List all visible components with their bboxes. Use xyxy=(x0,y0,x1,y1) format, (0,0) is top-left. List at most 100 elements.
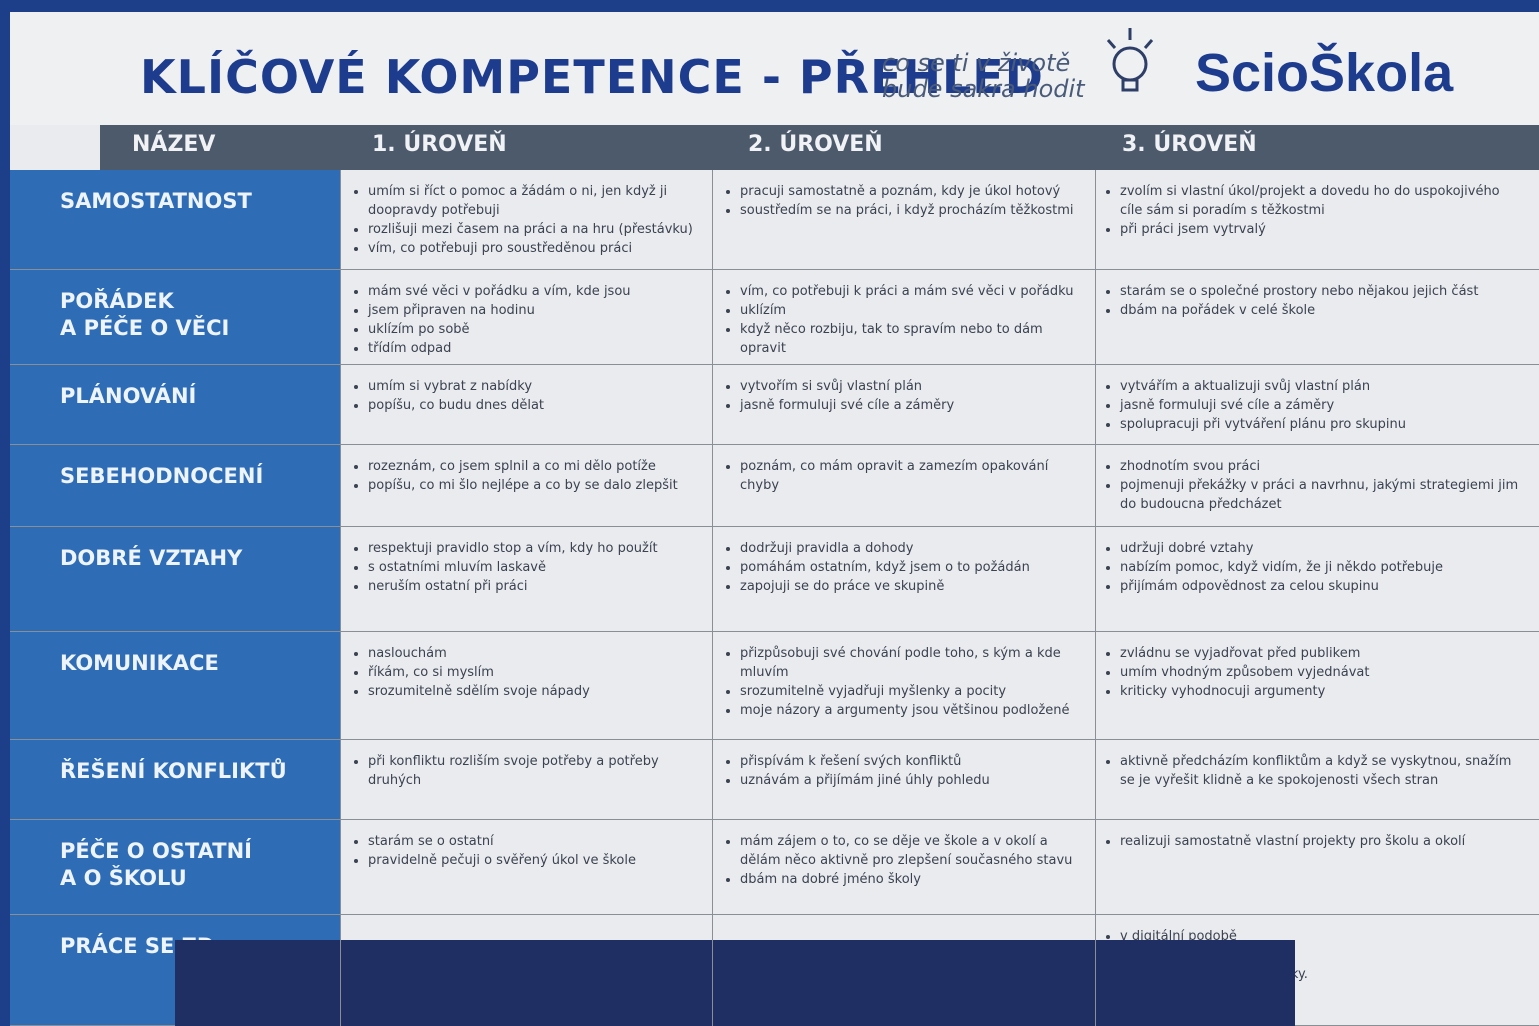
table-row: SAMOSTATNOST umím si říct o pomoc a žádám… xyxy=(10,170,1539,270)
bulb-icon xyxy=(1106,28,1154,92)
competence-name: SAMOSTATNOST xyxy=(60,188,330,215)
competence-name: DOBRÉ VZTAHY xyxy=(60,545,330,572)
item-list: umím si říct o pomoc a žádám o ni, jen k… xyxy=(350,182,710,258)
level-item: zapojuji se do práce ve skupině xyxy=(740,577,1082,596)
level-item: zhodnotím svou práci xyxy=(1120,457,1522,476)
level-item: pojmenuji překážky v práci a navrhnu, ja… xyxy=(1120,476,1522,514)
level-item: při práci jsem vytrvalý xyxy=(1120,220,1522,239)
level-item: mám zájem o to, co se děje ve škole a v … xyxy=(740,832,1082,870)
level-item: pracuji samostatně a poznám, kdy je úkol… xyxy=(740,182,1082,201)
name-line: PÉČE O OSTATNÍ xyxy=(60,839,252,863)
level-item: jsem připraven na hodinu xyxy=(368,301,710,320)
name-line: POŘÁDEK xyxy=(60,289,174,313)
item-list: respektuji pravidlo stop a vím, kdy ho p… xyxy=(350,539,710,596)
level-item: mám své věci v pořádku a vím, kde jsou xyxy=(368,282,710,301)
level-cell: starám se o ostatnípravidelně pečuji o s… xyxy=(350,832,710,870)
table-row: POŘÁDEK A PÉČE O VĚCI mám své věci v pořád… xyxy=(10,270,1539,365)
foreground-object xyxy=(175,940,1295,1026)
table-row: PLÁNOVÁNÍ umím si vybrat z nabídkypopíšu,… xyxy=(10,365,1539,445)
level-item: starám se o ostatní xyxy=(368,832,710,851)
level-item: dodržuji pravidla a dohody xyxy=(740,539,1082,558)
column-header: 1. ÚROVEŇ xyxy=(372,132,507,157)
tagline: co se ti v životě bude sakra hodit xyxy=(882,50,1085,102)
item-list: pracuji samostatně a poznám, kdy je úkol… xyxy=(722,182,1082,220)
item-list: poznám, co mám opravit a zamezím opaková… xyxy=(722,457,1082,495)
level-cell: naslouchámříkám, co si myslímsrozumiteln… xyxy=(350,644,710,701)
level-item: třídím odpad xyxy=(368,339,710,358)
level-item: moje názory a argumenty jsou většinou po… xyxy=(740,701,1082,720)
level-item: poznám, co mám opravit a zamezím opaková… xyxy=(740,457,1082,495)
name-line: A PÉČE O VĚCI xyxy=(60,316,230,340)
level-item: vím, co potřebuji pro soustředěnou práci xyxy=(368,239,710,258)
level-item: jasně formuluji své cíle a záměry xyxy=(740,396,1082,415)
level-item: realizuji samostatně vlastní projekty pr… xyxy=(1120,832,1522,851)
item-list: vytvořím si svůj vlastní plánjasně formu… xyxy=(722,377,1082,415)
level-cell: starám se o společné prostory nebo nějak… xyxy=(1102,282,1522,320)
level-item: pravidelně pečuji o svěřený úkol ve škol… xyxy=(368,851,710,870)
level-item: dbám na dobré jméno školy xyxy=(740,870,1082,889)
level-item: přijímám odpovědnost za celou skupinu xyxy=(1120,577,1522,596)
level-cell: přizpůsobuji své chování podle toho, s k… xyxy=(722,644,1082,720)
column-divider xyxy=(1095,170,1096,1026)
level-cell: pracuji samostatně a poznám, kdy je úkol… xyxy=(722,182,1082,220)
level-item: přispívám k řešení svých konfliktů xyxy=(740,752,1082,771)
level-item: uklízím xyxy=(740,301,1082,320)
level-cell: mám zájem o to, co se děje ve škole a v … xyxy=(722,832,1082,889)
level-item: respektuji pravidlo stop a vím, kdy ho p… xyxy=(368,539,710,558)
level-item: zvolím si vlastní úkol/projekt a dovedu … xyxy=(1120,182,1522,220)
level-item: při konfliktu rozliším svoje potřeby a p… xyxy=(368,752,710,790)
item-list: zhodnotím svou prácipojmenuji překážky v… xyxy=(1102,457,1522,514)
item-list: umím si vybrat z nabídkypopíšu, co budu … xyxy=(350,377,710,415)
level-item: udržuji dobré vztahy xyxy=(1120,539,1522,558)
level-cell: zvolím si vlastní úkol/projekt a dovedu … xyxy=(1102,182,1522,239)
level-item: uznávám a přijímám jiné úhly pohledu xyxy=(740,771,1082,790)
name-line: DOBRÉ VZTAHY xyxy=(60,546,243,570)
level-cell: udržuji dobré vztahynabízím pomoc, když … xyxy=(1102,539,1522,596)
level-item: pomáhám ostatním, když jsem o to požádán xyxy=(740,558,1082,577)
table-row: SEBEHODNOCENÍ rozeznám, co jsem splnil a … xyxy=(10,445,1539,527)
level-item: přizpůsobuji své chování podle toho, s k… xyxy=(740,644,1082,682)
name-line: A O ŠKOLU xyxy=(60,866,187,890)
column-header: 3. ÚROVEŇ xyxy=(1122,132,1257,157)
title: KLÍČOVÉ KOMPETENCE - PŘEHLED xyxy=(140,50,1044,104)
item-list: přizpůsobuji své chování podle toho, s k… xyxy=(722,644,1082,720)
name-line: SEBEHODNOCENÍ xyxy=(60,464,264,488)
level-item: když něco rozbiju, tak to spravím nebo t… xyxy=(740,320,1082,358)
column-header-bar xyxy=(100,125,1539,170)
level-item: dbám na pořádek v celé škole xyxy=(1120,301,1522,320)
level-cell: vytvořím si svůj vlastní plánjasně formu… xyxy=(722,377,1082,415)
item-list: mám zájem o to, co se děje ve škole a v … xyxy=(722,832,1082,889)
name-line: ŘEŠENÍ KONFLIKTŮ xyxy=(60,759,287,783)
table-row: ŘEŠENÍ KONFLIKTŮ při konfliktu rozliším s… xyxy=(10,740,1539,820)
level-item: srozumitelně vyjadřuji myšlenky a pocity xyxy=(740,682,1082,701)
tagline-line: bude sakra hodit xyxy=(882,75,1085,103)
name-line: PLÁNOVÁNÍ xyxy=(60,384,197,408)
item-list: naslouchámříkám, co si myslímsrozumiteln… xyxy=(350,644,710,701)
level-item: srozumitelně sdělím svoje nápady xyxy=(368,682,710,701)
competence-name: SEBEHODNOCENÍ xyxy=(60,463,330,490)
level-cell: mám své věci v pořádku a vím, kde jsoujs… xyxy=(350,282,710,358)
level-cell: poznám, co mám opravit a zamezím opaková… xyxy=(722,457,1082,495)
level-item: vytvořím si svůj vlastní plán xyxy=(740,377,1082,396)
item-list: vím, co potřebuji k práci a mám své věci… xyxy=(722,282,1082,358)
level-item: uklízím po sobě xyxy=(368,320,710,339)
column-divider xyxy=(340,170,341,1026)
level-item: rozeznám, co jsem splnil a co mi dělo po… xyxy=(368,457,710,476)
item-list: mám své věci v pořádku a vím, kde jsoujs… xyxy=(350,282,710,358)
level-item: neruším ostatní při práci xyxy=(368,577,710,596)
level-cell: zvládnu se vyjadřovat před publikemumím … xyxy=(1102,644,1522,701)
table-row: KOMUNIKACEnaslouchámříkám, co si myslíms… xyxy=(10,632,1539,740)
level-cell: vytvářím a aktualizuji svůj vlastní plán… xyxy=(1102,377,1522,434)
level-item: rozlišuji mezi časem na práci a na hru (… xyxy=(368,220,710,239)
column-header: 2. ÚROVEŇ xyxy=(748,132,883,157)
level-cell: rozeznám, co jsem splnil a co mi dělo po… xyxy=(350,457,710,495)
level-cell: přispívám k řešení svých konfliktůuznává… xyxy=(722,752,1082,790)
level-cell: umím si říct o pomoc a žádám o ni, jen k… xyxy=(350,182,710,258)
level-item: soustředím se na práci, i když procházím… xyxy=(740,201,1082,220)
brand: ScioŠkola xyxy=(1195,43,1454,103)
level-item: vytvářím a aktualizuji svůj vlastní plán xyxy=(1120,377,1522,396)
item-list: rozeznám, co jsem splnil a co mi dělo po… xyxy=(350,457,710,495)
level-item: popíšu, co mi šlo nejlépe a co by se dal… xyxy=(368,476,710,495)
level-item: říkám, co si myslím xyxy=(368,663,710,682)
level-item: kriticky vyhodnocuji argumenty xyxy=(1120,682,1522,701)
